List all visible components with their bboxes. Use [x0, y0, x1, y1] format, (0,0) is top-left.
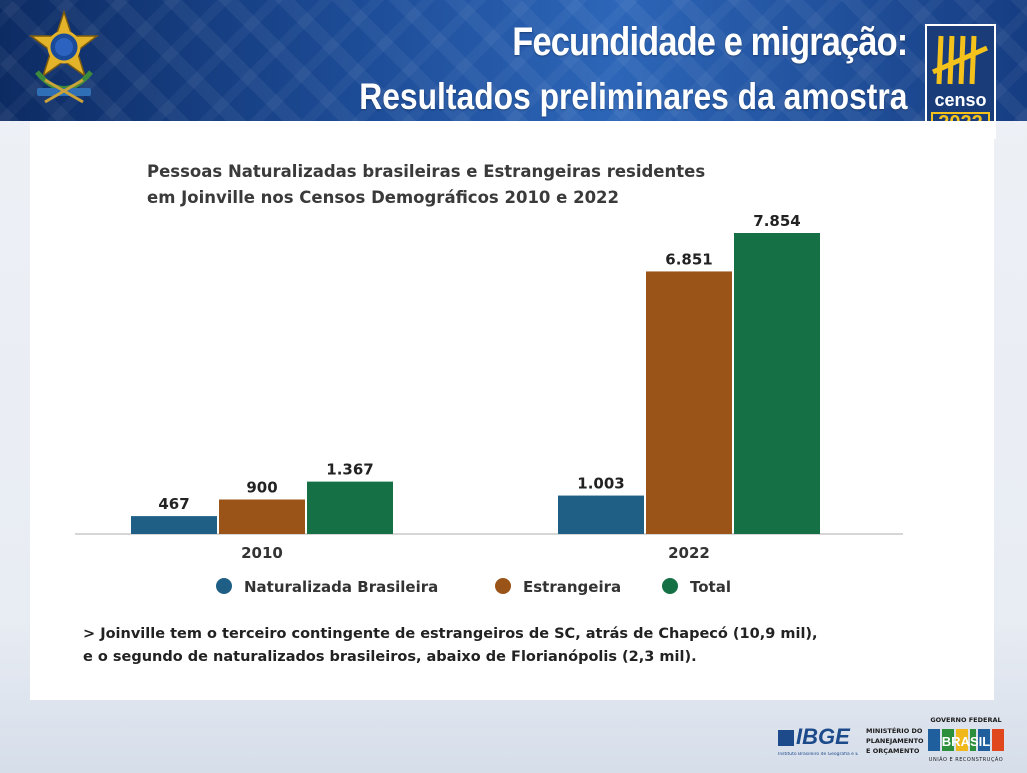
value-label-2022-2: 7.854: [753, 212, 800, 230]
chart-title-line-2: em Joinville nos Censos Demográficos 201…: [147, 188, 620, 207]
value-label-2010-1: 900: [246, 479, 277, 497]
slide-subtitle: Resultados preliminares da amostra: [358, 76, 907, 117]
legend-label-0: Naturalizada Brasileira: [244, 578, 438, 596]
tally-marks-icon: [931, 35, 989, 85]
note-line-2: e o segundo de naturalizados brasileiros…: [83, 649, 697, 665]
chart-title-line-1: Pessoas Naturalizadas brasileiras e Estr…: [147, 162, 706, 181]
ministerio-logo: MINISTÉRIO DO PLANEJAMENTO E ORÇAMENTO: [866, 726, 924, 756]
legend-swatch-1: [495, 578, 511, 594]
value-label-2010-2: 1.367: [326, 461, 373, 479]
censo-word: censo: [934, 90, 987, 110]
chart-note: > Joinville tem o terceiro contingente d…: [83, 623, 963, 669]
chart-legend: Naturalizada Brasileira Estrangeira Total: [216, 578, 731, 596]
bar-2010-1: [219, 499, 305, 534]
governo-federal-text: GOVERNO FEDERAL: [930, 716, 1002, 724]
ministerio-line-3: E ORÇAMENTO: [866, 747, 920, 755]
ibge-logo: IBGE Instituto Brasileiro de Geografia e…: [778, 724, 858, 760]
ibge-tagline: Instituto Brasileiro de Geografia e Esta…: [778, 752, 858, 757]
bar-chart: 467 900 1.367 1.003 6.851 7.854 2010 2022 Natu…: [75, 212, 903, 596]
bar-2022-2: [734, 233, 820, 534]
slide-title: Fecundidade e migração:: [511, 20, 908, 64]
svg-text:BRASIL: BRASIL: [942, 734, 990, 749]
x-tick-labels: 2010 2022: [241, 544, 710, 562]
x-tick-2010: 2010: [241, 544, 283, 562]
ministerio-line-2: PLANEJAMENTO: [866, 737, 924, 745]
legend-label-2: Total: [690, 578, 731, 596]
value-label-2022-0: 1.003: [577, 475, 624, 493]
brasil-wordmark-icon: BRASIL: [928, 729, 1004, 751]
governo-federal-logo: GOVERNO FEDERAL BRASIL UNIÃO E RECONSTRU…: [926, 716, 1006, 768]
bar-2022-1: [646, 271, 732, 534]
ibge-word: IBGE: [796, 724, 850, 749]
footer-logos: IBGE Instituto Brasileiro de Geografia e…: [778, 716, 1008, 768]
chart-panel: Pessoas Naturalizadas brasileiras e Estr…: [30, 121, 994, 700]
brazil-coat-of-arms-icon: [28, 10, 100, 104]
legend-swatch-2: [662, 578, 678, 594]
note-line-1: > Joinville tem o terceiro contingente d…: [83, 626, 818, 642]
x-tick-2022: 2022: [668, 544, 710, 562]
uniao-reconstrucao-text: UNIÃO E RECONSTRUÇÃO: [928, 757, 1004, 763]
value-label-2010-0: 467: [158, 495, 189, 513]
bars-group: 467 900 1.367 1.003 6.851 7.854: [131, 212, 820, 534]
ministerio-line-1: MINISTÉRIO DO: [866, 727, 923, 735]
bar-2010-0: [131, 516, 217, 534]
slide-header: Fecundidade e migração: Resultados preli…: [0, 0, 1027, 121]
legend-swatch-0: [216, 578, 232, 594]
value-label-2022-1: 6.851: [665, 250, 712, 268]
ibge-mark-icon: [778, 730, 794, 746]
legend-label-1: Estrangeira: [523, 578, 621, 596]
chart-title: Pessoas Naturalizadas brasileiras e Estr…: [147, 159, 847, 211]
header-pattern: [0, 0, 1027, 121]
bar-2010-2: [307, 481, 393, 534]
bar-2022-0: [558, 495, 644, 534]
